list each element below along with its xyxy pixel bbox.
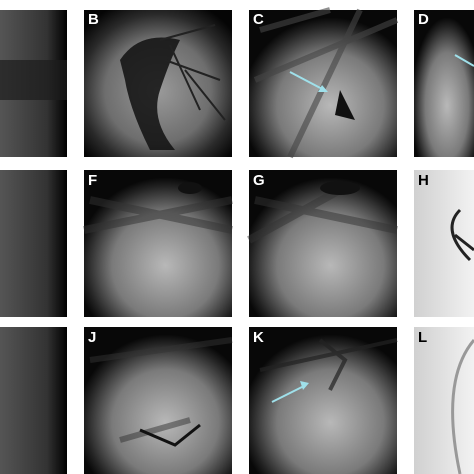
arrow: [271, 384, 307, 403]
panel-image: [414, 10, 474, 157]
shadow: [0, 60, 67, 100]
panel-label: D: [418, 11, 429, 28]
panel-image: [249, 327, 397, 474]
arrow: [454, 54, 474, 67]
panel-label: K: [253, 329, 264, 346]
panel-image: [0, 170, 67, 317]
vessel: [139, 423, 201, 447]
vessel: [451, 339, 474, 474]
vessel: [120, 37, 180, 150]
panel-label: G: [253, 172, 265, 189]
panel-label: H: [418, 172, 429, 189]
panel-image: [249, 170, 397, 317]
panel-label: J: [88, 329, 96, 346]
catheter: [259, 338, 398, 391]
vessel: [159, 24, 226, 121]
catheter: [253, 7, 399, 159]
panel-label: L: [418, 329, 427, 346]
arrow-head: [300, 381, 309, 390]
catheter: [83, 196, 233, 234]
coil: [320, 181, 360, 195]
panel-image: [0, 327, 67, 474]
catheter: [247, 186, 398, 244]
arrow: [289, 71, 327, 92]
panel-label: C: [253, 11, 264, 28]
vessel: [335, 90, 355, 120]
vessel: [450, 208, 474, 262]
panel-label: B: [88, 11, 99, 28]
panel-label: F: [88, 172, 97, 189]
panel-image: [84, 170, 232, 317]
coil: [178, 182, 202, 194]
arrow-head: [318, 85, 328, 92]
panel-image: [414, 327, 474, 474]
catheter: [89, 337, 233, 443]
